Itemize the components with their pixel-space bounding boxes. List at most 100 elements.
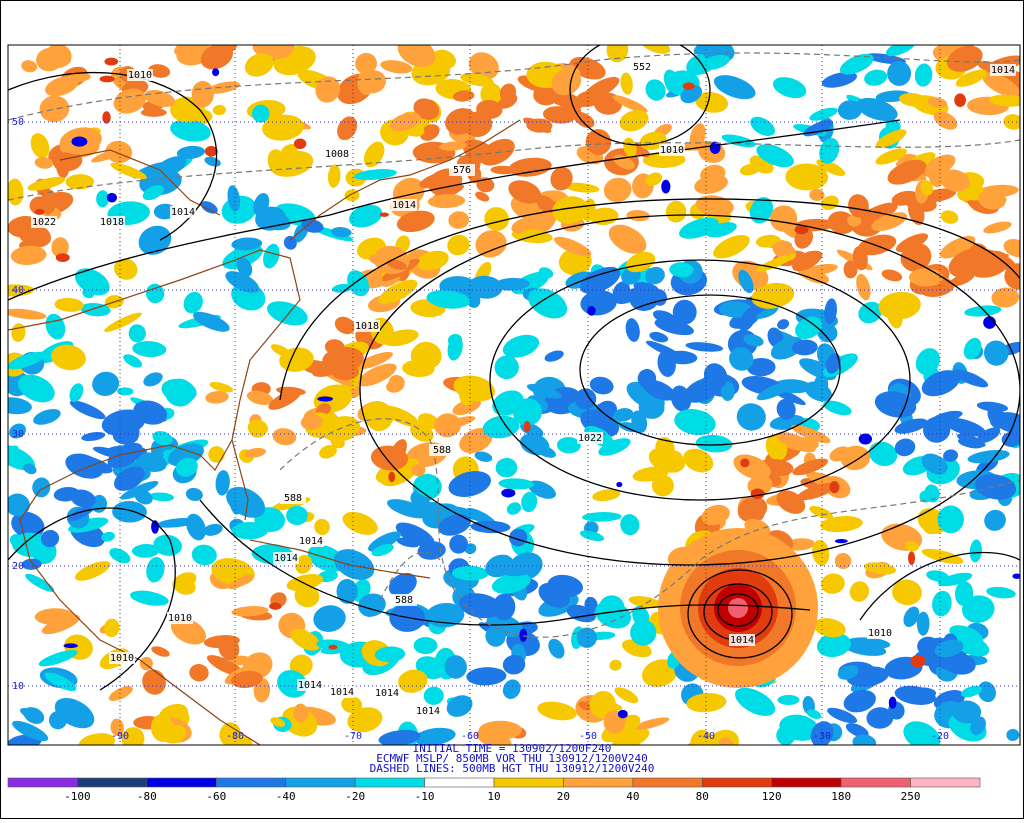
vorticity-blob (466, 667, 507, 686)
vorticity-blob (447, 234, 470, 256)
vorticity-blob (193, 311, 230, 332)
vorticity-core (858, 433, 873, 445)
contour-label-bg (374, 687, 400, 699)
vorticity-blob (878, 291, 921, 320)
vorticity-blob (151, 646, 170, 657)
vorticity-blob (382, 329, 419, 347)
vorticity-blob (550, 166, 573, 191)
colorbar-swatch (910, 777, 981, 788)
vorticity-blob (270, 717, 286, 727)
vorticity-blob (502, 334, 540, 358)
vorticity-blob (67, 503, 97, 522)
contour-label-bg (449, 164, 475, 176)
colorbar-label: -80 (137, 790, 157, 803)
vorticity-blob (8, 397, 32, 415)
vorticity-blob (777, 319, 790, 330)
vorticity-blob (845, 723, 869, 738)
vorticity-core (71, 136, 88, 147)
vorticity-blob (526, 383, 562, 399)
vorticity-blob (8, 493, 30, 517)
vorticity-blob (146, 556, 165, 583)
vorticity-blob (978, 189, 1007, 210)
vorticity-blob (960, 685, 983, 698)
vorticity-blob (150, 440, 164, 462)
vorticity-blob (334, 316, 356, 335)
vorticity-blob (17, 374, 55, 403)
vorticity-blob (244, 53, 274, 77)
vorticity-blob (940, 210, 959, 224)
vorticity-blob (894, 418, 928, 434)
vorticity-blob (578, 701, 592, 711)
vorticity-blob (301, 219, 324, 233)
vorticity-blob (355, 52, 377, 75)
vorticity-blob (69, 383, 84, 403)
vorticity-blob (272, 428, 297, 446)
vorticity-blob (314, 518, 330, 535)
vorticity-blob (957, 438, 983, 449)
vorticity-blob (628, 596, 662, 608)
vorticity-core (829, 481, 840, 494)
vorticity-blob (585, 129, 612, 156)
vorticity-blob (411, 463, 426, 477)
vorticity-blob (501, 561, 538, 577)
contour-label: 1014 (299, 536, 323, 547)
vorticity-blob (770, 205, 798, 232)
vorticity-blob (397, 45, 436, 68)
vorticity-blob (219, 722, 242, 745)
vorticity-blob (937, 572, 973, 587)
contour-label-bg (170, 206, 196, 218)
vorticity-blob (693, 45, 720, 55)
vorticity-blob (70, 489, 96, 508)
vorticity-blob (252, 45, 294, 60)
contour-label-bg (324, 148, 350, 160)
vorticity-blob (983, 221, 1012, 234)
vorticity-blob (413, 637, 438, 655)
colorbar-label: 80 (696, 790, 709, 803)
vorticity-blob (864, 69, 888, 86)
vorticity-core (99, 75, 115, 83)
contour-label: 576 (453, 165, 471, 176)
contour-label: 1014 (416, 706, 440, 717)
vorticity-blob (856, 97, 898, 122)
vorticity-blob (175, 457, 198, 477)
vorticity-blob (737, 496, 768, 522)
colorbar-label: 180 (831, 790, 851, 803)
colorbar-swatch (493, 777, 564, 788)
vorticity-blob (858, 301, 882, 324)
colorbar-swatch (771, 777, 842, 788)
vorticity-blob (603, 177, 632, 203)
vorticity-blob (110, 718, 124, 737)
vorticity-blob (96, 190, 109, 208)
vorticity-blob (253, 193, 270, 217)
contour-label: 1022 (578, 433, 602, 444)
vorticity-blob (286, 574, 324, 591)
vorticity-blob (226, 486, 266, 518)
vorticity-blob (200, 45, 234, 70)
vorticity-blob (755, 253, 796, 273)
vorticity-blob (756, 381, 793, 401)
vorticity-blob (903, 721, 941, 745)
vorticity-core (55, 253, 70, 262)
vorticity-blob (612, 727, 650, 745)
vorticity-blob (11, 511, 45, 539)
contour-label: 1014 (171, 207, 195, 218)
vorticity-blob (189, 664, 209, 682)
vorticity-blob (969, 539, 982, 563)
vorticity-blob (355, 351, 393, 370)
vorticity-blob (499, 83, 517, 102)
vorticity-blob (396, 210, 435, 233)
vorticity-blob (458, 593, 502, 619)
vorticity-blob (816, 159, 846, 176)
vorticity-core (293, 138, 307, 150)
vorticity-blob (327, 164, 341, 188)
vorticity-blob (342, 511, 378, 535)
contour-label-bg (577, 432, 603, 444)
vorticity-core (379, 212, 389, 217)
vorticity-blob (447, 335, 463, 361)
vorticity-blob (371, 544, 394, 557)
vorticity-blob (792, 250, 823, 272)
vorticity-blob (986, 586, 1016, 599)
vorticity-blob (685, 342, 724, 352)
vorticity-blob (439, 141, 467, 151)
